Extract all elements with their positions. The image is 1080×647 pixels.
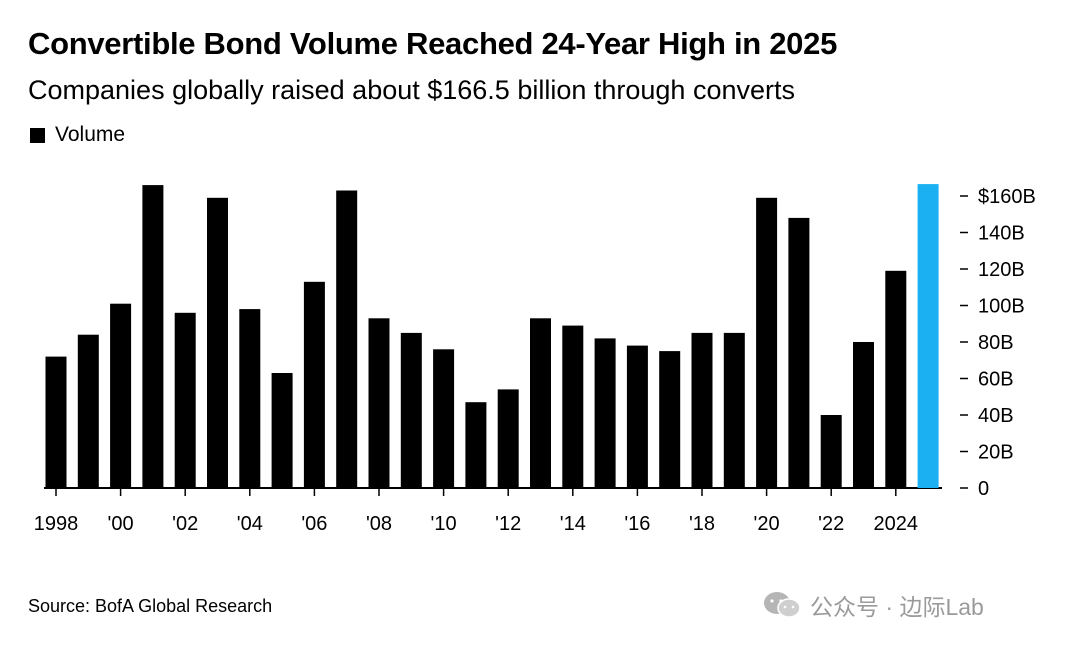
bar-2005 [271,373,293,488]
x-tick-label-2018: '18 [689,513,715,535]
x-tick-label-2004: '04 [237,513,263,535]
y-tick-label-20: 20B [978,442,1014,464]
x-tick-label-2002: '02 [172,513,198,535]
bar-2024 [885,270,907,488]
chart-subtitle: Companies globally raised about $166.5 b… [28,75,795,105]
bar-2023 [853,342,874,488]
x-tick-label-2014: '14 [560,513,586,535]
x-tick-label-2024: 2024 [874,513,919,535]
bar-2011 [465,402,487,488]
x-tick-label-2010: '10 [431,513,457,535]
legend-swatch-volume [30,127,45,143]
watermark: 公众号 · 边际Lab [762,588,984,622]
bar-2008 [368,318,390,488]
bar-2013 [530,318,551,488]
bar-2019 [723,332,745,488]
y-tick-label-60: 60B [978,369,1014,391]
watermark-text: 公众号 · 边际Lab [810,594,984,620]
x-tick-label-2008: '08 [366,513,392,535]
x-tick-label-2012: '12 [495,513,521,535]
bar-2009 [400,332,422,488]
bar-2001 [142,185,164,488]
y-tick-label-40: 40B [978,405,1014,427]
bar-2021 [788,217,810,488]
legend: Volume [30,123,125,147]
bar-2012 [497,389,519,488]
x-tick-label-2006: '06 [301,513,327,535]
x-tick-label-1998: 1998 [34,513,79,535]
bar-2022 [820,415,842,488]
chart-title: Convertible Bond Volume Reached 24-Year … [28,26,838,61]
y-tick-label-0: 0 [978,478,989,500]
bar-2020 [756,197,778,489]
x-tick-label-2022: '22 [818,513,844,535]
bar-2003 [207,197,228,489]
x-tick-label-2016: '16 [624,513,650,535]
source-note: Source: BofA Global Research [28,596,273,616]
bar-1999 [77,334,99,488]
y-tick-label-160: $160B [978,186,1036,208]
bar-2006 [303,281,325,488]
bar-2018 [691,332,713,488]
x-tick-label-2020: '20 [754,513,780,535]
bar-2004 [239,309,261,488]
bar-2016 [626,345,648,488]
bar-2017 [659,351,681,488]
y-tick-label-120: 120B [978,259,1025,281]
x-tick-label-2000: '00 [108,513,134,535]
bar-2002 [174,312,196,488]
y-tick-label-100: 100B [978,296,1025,318]
bar-2010 [433,349,455,488]
bar-1998 [45,356,67,488]
bar-2014 [562,325,584,488]
bar-2007 [336,190,358,488]
bar-2015 [594,338,616,489]
y-tick-label-140: 140B [978,223,1025,245]
y-tick-label-80: 80B [978,332,1014,354]
wechat-icon [764,592,801,618]
bar-2025 [917,184,939,488]
legend-label-volume: Volume [55,123,126,146]
bar-2000 [110,303,132,488]
